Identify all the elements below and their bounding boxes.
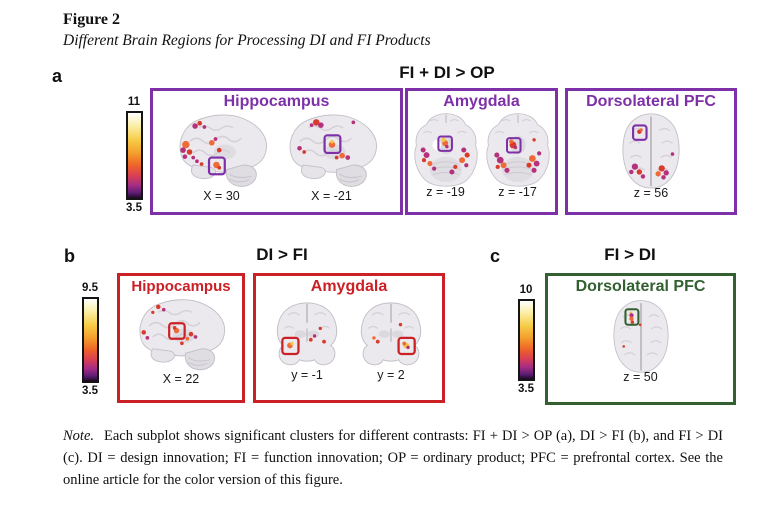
slice-label-z50: z = 50 <box>623 370 658 384</box>
slice-label-y-1: y = -1 <box>291 368 323 382</box>
slice-label-z56: z = 56 <box>633 186 669 200</box>
colorbar-a: 11 3.5 <box>112 96 156 215</box>
region-title-hippocampus-b: Hippocampus <box>131 278 231 295</box>
brain-axial-z56-icon <box>622 112 680 189</box>
colorbar-c-min-label: 3.5 <box>518 383 534 395</box>
panel-b-contrast-header: DI > FI <box>256 245 308 264</box>
region-title-hippocampus-a: Hippocampus <box>223 93 330 110</box>
region-box-dlpfc-a: Dorsolateral PFC z = 56 <box>565 88 737 215</box>
brain-axial-z-19-icon <box>413 113 478 187</box>
slice-label-z-17: z = -17 <box>498 185 537 199</box>
brain-sagittal-x30-icon <box>178 114 267 188</box>
figure-note: Note. Each subplot shows significant clus… <box>63 426 723 491</box>
panel-a-contrast-header: FI + DI > OP <box>399 63 495 82</box>
slice-label-y2: y = 2 <box>377 368 405 382</box>
figure-caption: Different Brain Regions for Processing D… <box>63 32 431 49</box>
region-box-hippocampus-b: Hippocampus X = 22 <box>117 273 245 403</box>
colorbar-b: 9.5 3.5 <box>68 282 112 398</box>
panel-a-letter: a <box>52 66 63 86</box>
region-title-dlpfc-c: Dorsolateral PFC <box>575 278 706 295</box>
region-box-dlpfc-c: Dorsolateral PFC z = 50 <box>545 273 736 405</box>
note-text: Each subplot shows significant clusters … <box>63 428 723 488</box>
slice-label-x22: X = 22 <box>162 372 200 386</box>
figure-label: Figure 2 <box>63 11 121 28</box>
colorbar-c-max-label: 10 <box>519 284 533 296</box>
slice-label-x-21: X = -21 <box>311 189 352 203</box>
brain-sagittal-x22-icon <box>139 298 226 371</box>
brain-axial-z-17-icon <box>485 113 550 187</box>
slice-label-z-19: z = -19 <box>426 185 465 199</box>
region-title-dlpfc-a: Dorsolateral PFC <box>586 93 716 110</box>
panel-c-contrast-header: FI > DI <box>604 245 656 264</box>
brain-coronal-y-1-icon <box>276 301 338 366</box>
panel-b-letter: b <box>64 246 75 266</box>
region-title-amygdala-b: Amygdala <box>310 278 388 295</box>
colorbar-c: 10 3.5 <box>504 284 548 396</box>
region-box-amygdala-a: Amygdala z = -19 <box>405 88 558 215</box>
brain-axial-z50-icon <box>612 299 669 374</box>
colorbar-b-gradient <box>81 297 99 383</box>
brain-coronal-y2-icon <box>360 301 422 366</box>
region-box-hippocampus-a: Hippocampus X = 30 <box>150 88 403 215</box>
note-label: Note. <box>63 428 95 444</box>
colorbar-a-gradient <box>125 111 143 200</box>
colorbar-b-max-label: 9.5 <box>82 282 98 294</box>
region-title-amygdala-a: Amygdala <box>443 93 520 110</box>
slice-label-x30: X = 30 <box>203 189 240 203</box>
region-box-amygdala-b: Amygdala y = -1 <box>253 273 445 403</box>
colorbar-b-min-label: 3.5 <box>82 385 98 397</box>
colorbar-a-min-label: 3.5 <box>126 202 142 214</box>
panel-c-letter: c <box>490 246 501 266</box>
colorbar-a-max-label: 11 <box>127 96 141 108</box>
brain-sagittal-x-21-icon <box>288 114 377 188</box>
colorbar-c-gradient <box>517 299 535 381</box>
